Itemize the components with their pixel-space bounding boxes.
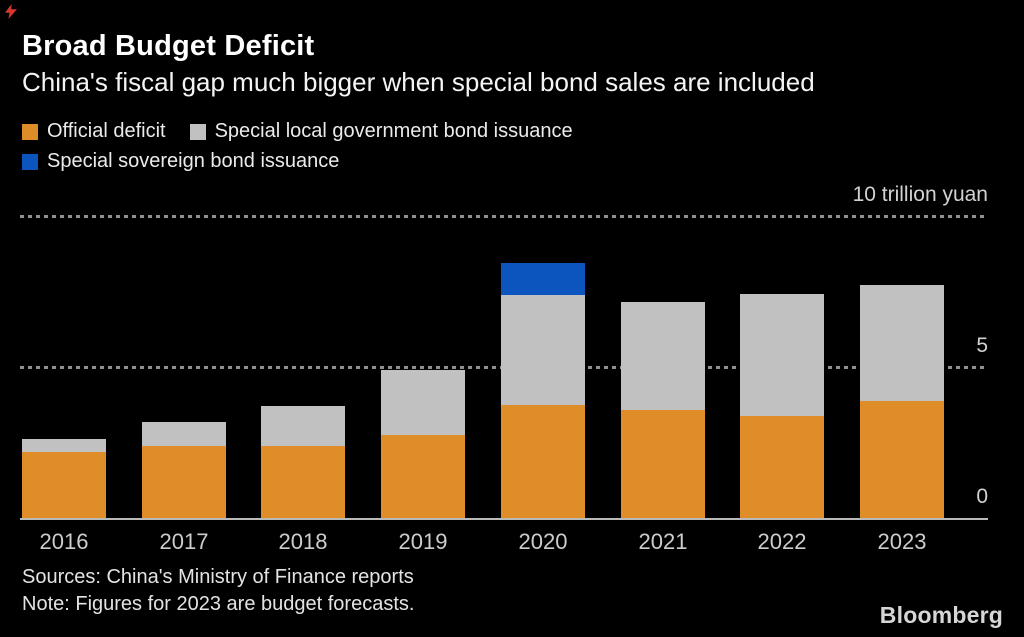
note-text: Note: Figures for 2023 are budget foreca… [22, 593, 415, 615]
gridline-10 [20, 215, 988, 218]
legend-label: Special sovereign bond issuance [47, 150, 340, 172]
legend-label: Special local government bond issuance [214, 120, 573, 142]
bar-segment-2020-series-2 [501, 263, 585, 296]
bar-segment-2016-series-0 [22, 452, 106, 518]
x-tick-label-2017: 2017 [159, 529, 209, 554]
bar-segment-2021-series-1 [621, 302, 705, 410]
x-axis-baseline [20, 518, 988, 520]
bar-segment-2021-series-0 [621, 409, 705, 518]
x-tick-label-2018: 2018 [278, 529, 328, 554]
x-tick-label-2016: 2016 [39, 529, 89, 554]
page-title: Broad Budget Deficit [22, 30, 315, 62]
legend-item-special-sovereign-bond: Special sovereign bond issuance [22, 150, 339, 173]
sources-text: Sources: China's Ministry of Finance rep… [22, 566, 414, 588]
page-subtitle: China's fiscal gap much bigger when spec… [22, 67, 815, 97]
legend-item-official-deficit: Official deficit [22, 120, 166, 143]
bar-segment-2018-series-0 [261, 446, 345, 518]
bloomberg-logo: Bloomberg [879, 602, 1003, 628]
legend-row: Special sovereign bond issuance [22, 150, 573, 173]
legend: Official deficit Special local governmen… [22, 120, 573, 173]
x-tick-label-2021: 2021 [638, 529, 688, 554]
y-tick-label-10: 10 trillion yuan [852, 183, 988, 206]
x-tick-label-2020: 2020 [518, 529, 568, 554]
special-sovereign-bond-swatch-icon [22, 153, 38, 170]
bar-segment-2016-series-1 [22, 438, 106, 453]
bar-segment-2019-series-1 [381, 370, 465, 435]
y-tick-label-0: 0 [976, 485, 988, 508]
bar-segment-2020-series-0 [501, 405, 585, 518]
x-tick-label-2022: 2022 [757, 529, 807, 554]
bar-segment-2017-series-1 [142, 421, 226, 446]
bar-segment-2019-series-0 [381, 434, 465, 518]
legend-item-special-local-bond: Special local government bond issuance [189, 120, 573, 143]
legend-row: Official deficit Special local governmen… [22, 120, 573, 143]
special-local-bond-swatch-icon [189, 123, 206, 140]
bar-segment-2018-series-1 [261, 405, 345, 447]
bar-segment-2023-series-0 [860, 401, 944, 518]
bar-segment-2022-series-0 [740, 416, 824, 518]
legend-label: Official deficit [47, 120, 166, 142]
bar-segment-2020-series-1 [501, 295, 585, 406]
bar-segment-2022-series-1 [740, 293, 824, 417]
official-deficit-swatch-icon [22, 123, 38, 140]
x-tick-label-2023: 2023 [877, 529, 927, 554]
x-tick-label-2019: 2019 [398, 529, 448, 554]
y-tick-label-5: 5 [976, 334, 988, 357]
bar-segment-2017-series-0 [142, 445, 226, 518]
bar-segment-2023-series-1 [860, 285, 944, 402]
